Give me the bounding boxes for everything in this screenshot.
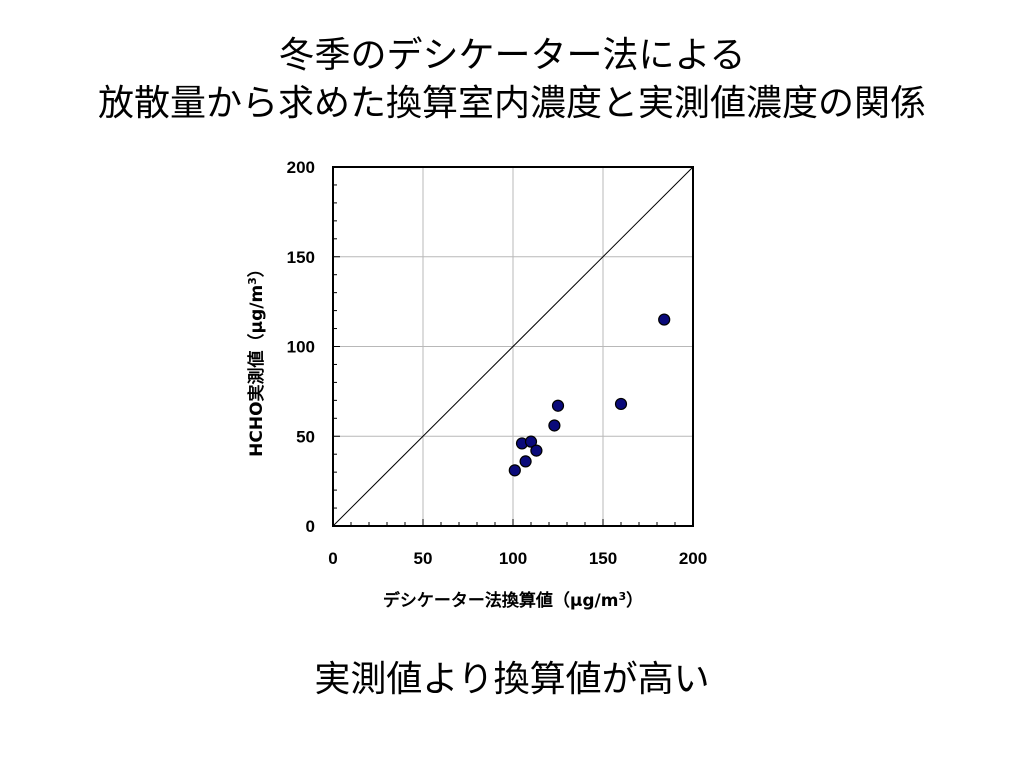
reference-line	[332, 166, 694, 527]
y-tick-label-0: 0	[306, 517, 315, 536]
data-point-4	[530, 444, 543, 457]
y-tick-labels: 0 50 100 150 200	[287, 158, 315, 536]
x-tick-label-2: 100	[499, 549, 527, 568]
data-point-6	[551, 399, 565, 412]
slide-title-line1: 冬季のデシケーター法による	[278, 35, 746, 76]
data-point-2	[519, 455, 532, 468]
y-axis-title: HCHO実測値（μg/m3）	[246, 260, 268, 457]
x-tick-label-0: 0	[328, 549, 337, 568]
slide-title-line2: 放散量から求めた換算室内濃度と実測値濃度の関係	[97, 83, 926, 124]
x-tick-label-4: 200	[679, 549, 707, 568]
data-point-5	[548, 419, 561, 432]
data-points	[508, 313, 671, 477]
minor-ticks	[332, 166, 694, 527]
x-tick-label-3: 150	[589, 549, 617, 568]
y-tick-label-1: 50	[296, 427, 315, 446]
y-tick-label-4: 200	[287, 158, 315, 177]
data-point-0	[508, 464, 521, 477]
y-tick-label-3: 150	[287, 248, 315, 267]
x-axis-title: デシケーター法換算値（μg/m3）	[383, 590, 643, 612]
y-tick-label-2: 100	[287, 338, 315, 357]
data-point-7	[614, 397, 628, 411]
data-point-3	[524, 435, 538, 448]
slide-conclusion: 実測値より換算値が高い	[314, 659, 710, 700]
data-point-8	[658, 313, 671, 326]
x-tick-label-1: 50	[414, 549, 433, 568]
chart-grid	[333, 167, 693, 526]
x-tick-labels: 0 50 100 150 200	[328, 549, 707, 568]
